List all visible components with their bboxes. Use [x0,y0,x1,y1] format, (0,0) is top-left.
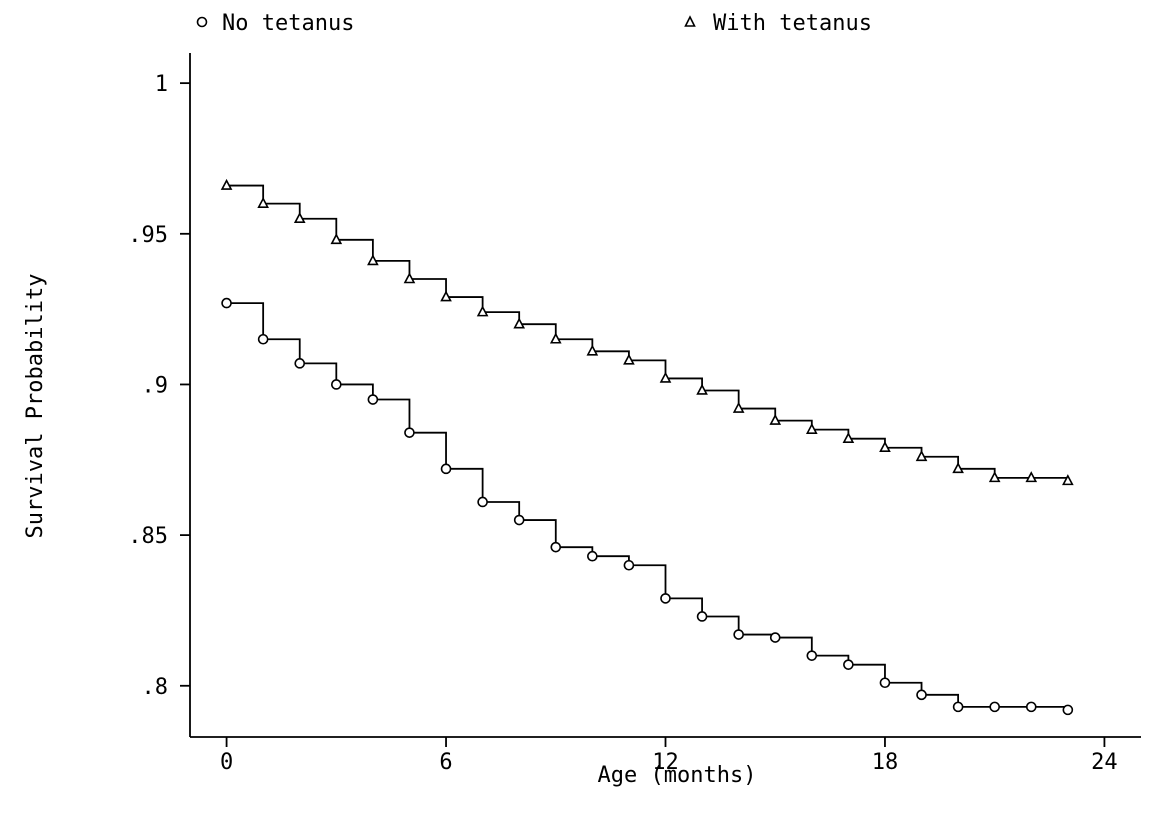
data-point-with-tetanus [293,212,306,224]
data-point-no-tetanus [660,593,671,604]
data-point-with-tetanus [586,344,599,356]
data-point-with-tetanus [696,383,708,395]
data-point-with-tetanus [659,371,672,383]
legend-label-with-tetanus: With tetanus [713,11,872,36]
data-point-no-tetanus [1062,704,1074,716]
legend-triangle-marker [684,15,696,27]
data-point-no-tetanus [696,611,708,622]
data-point-with-tetanus [842,431,855,443]
data-point-with-tetanus [879,441,891,453]
data-point-with-tetanus [513,317,526,329]
data-point-no-tetanus [294,358,306,369]
data-point-no-tetanus [623,559,635,571]
legend-circle-marker [196,16,208,28]
y-tick-label: .95 [128,223,168,248]
data-point-with-tetanus [915,450,928,462]
data-point-with-tetanus [805,422,818,434]
data-point-no-tetanus [916,689,927,701]
data-point-no-tetanus [440,463,452,475]
data-point-no-tetanus [404,427,415,438]
data-point-no-tetanus [806,650,818,661]
data-point-no-tetanus [513,514,525,526]
data-point-no-tetanus [550,541,562,553]
data-point-with-tetanus [732,401,745,413]
data-point-with-tetanus [476,305,489,317]
data-point-no-tetanus [331,379,342,390]
data-point-with-tetanus [330,233,343,245]
data-point-no-tetanus [1025,701,1037,713]
data-point-with-tetanus [440,290,452,302]
axes: 0 6 12 18 24 .8 .85 .9 .95 1 [128,53,1141,775]
x-axis-title: Age (months) [598,763,757,788]
data-point-no-tetanus [587,550,598,562]
y-tick-label: .8 [142,675,169,700]
data-point-with-tetanus [403,272,416,284]
data-point-no-tetanus [367,394,379,405]
x-tick-label: 0 [220,750,233,775]
y-tick-label: .85 [128,524,168,549]
data-point-with-tetanus [1025,471,1038,483]
x-tick-label: 12 [652,750,679,775]
data-point-no-tetanus [477,496,488,508]
legend-label-no-tetanus: No tetanus [222,11,354,36]
x-tick-label: 18 [872,750,899,775]
data-point-no-tetanus [221,297,232,309]
data-point-no-tetanus [952,701,964,713]
x-tick-label: 6 [439,750,452,775]
plot-area [220,178,1074,716]
data-point-no-tetanus [843,659,854,670]
data-point-no-tetanus [989,701,1000,713]
y-axis-title: Survival Probability [23,274,48,539]
series-line-no-tetanus [226,302,1069,710]
data-point-no-tetanus [733,629,744,640]
data-point-with-tetanus [769,413,782,425]
data-point-with-tetanus [988,471,1001,483]
data-point-with-tetanus [952,462,964,474]
x-tick-label: 24 [1091,750,1118,775]
data-point-with-tetanus [220,178,233,190]
data-point-no-tetanus [257,333,269,345]
data-point-with-tetanus [623,353,635,365]
series-line-with-tetanus [226,184,1069,481]
y-tick-label: 1 [155,72,168,97]
data-point-with-tetanus [1062,474,1074,486]
data-point-no-tetanus [769,632,781,643]
data-point-with-tetanus [549,332,562,344]
data-point-with-tetanus [367,254,379,266]
legend: No tetanus With tetanus [196,11,872,36]
data-point-with-tetanus [257,196,269,208]
y-tick-label: .9 [142,373,169,398]
data-point-no-tetanus [879,677,891,689]
